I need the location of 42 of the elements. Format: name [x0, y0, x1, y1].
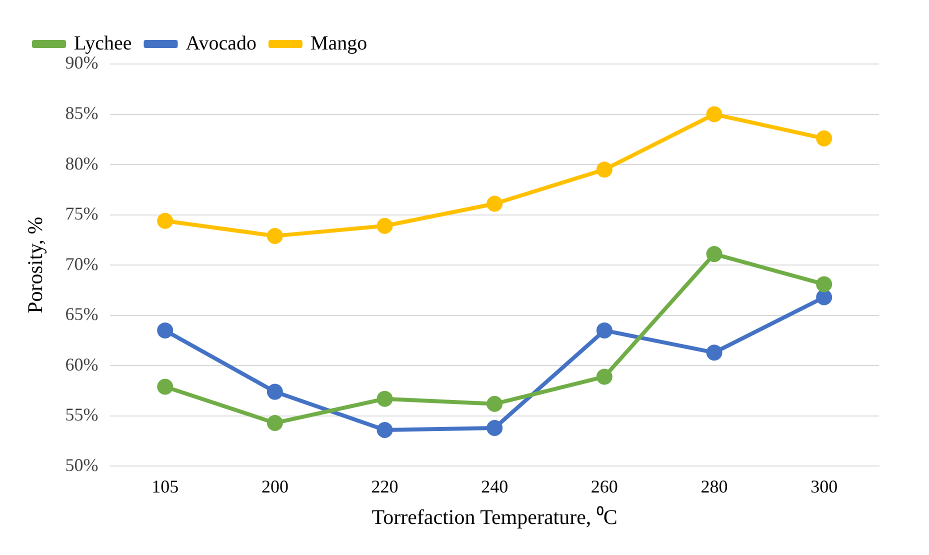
point [706, 344, 722, 361]
point [596, 322, 612, 338]
y-tick-label: 90% [65, 52, 98, 73]
point [266, 414, 283, 431]
x-tick-label: 105 [152, 476, 179, 497]
legend-label: Mango [310, 32, 368, 54]
y-tick-label: 85% [65, 103, 98, 124]
y-tick-label: 75% [65, 204, 98, 224]
point [486, 396, 503, 412]
point [266, 384, 283, 400]
point [816, 276, 832, 292]
x-tick-label: 220 [371, 476, 398, 497]
point [266, 228, 283, 244]
point [376, 422, 393, 438]
point [157, 378, 174, 395]
x-tick-label: 300 [810, 476, 838, 497]
point [596, 368, 612, 385]
point [376, 218, 393, 234]
x-tick-label: 240 [481, 476, 508, 497]
point [157, 322, 174, 338]
y-tick-label: 60% [65, 354, 98, 374]
x-tick-label: 280 [700, 476, 728, 497]
y-tick-label: 70% [65, 254, 98, 274]
y-axis-title: Porosity, % [23, 216, 48, 314]
y-tick-label: 80% [65, 153, 98, 174]
point [486, 420, 503, 436]
legend-label: Avocado [186, 32, 256, 54]
point [706, 246, 722, 262]
point [816, 289, 832, 306]
y-tick-label: 65% [65, 304, 98, 324]
point [596, 162, 612, 178]
point [376, 390, 393, 407]
point [816, 130, 832, 146]
y-tick-label: 55% [65, 404, 98, 425]
point [157, 212, 174, 229]
x-tick-label: 260 [590, 476, 618, 497]
legend-label: Lychee [74, 32, 132, 54]
point [706, 106, 722, 122]
y-tick-label: 50% [65, 454, 98, 475]
point [486, 196, 503, 212]
x-axis-title: Torrefaction Temperature, ⁰C [372, 504, 618, 529]
x-tick-label: 200 [261, 476, 288, 497]
